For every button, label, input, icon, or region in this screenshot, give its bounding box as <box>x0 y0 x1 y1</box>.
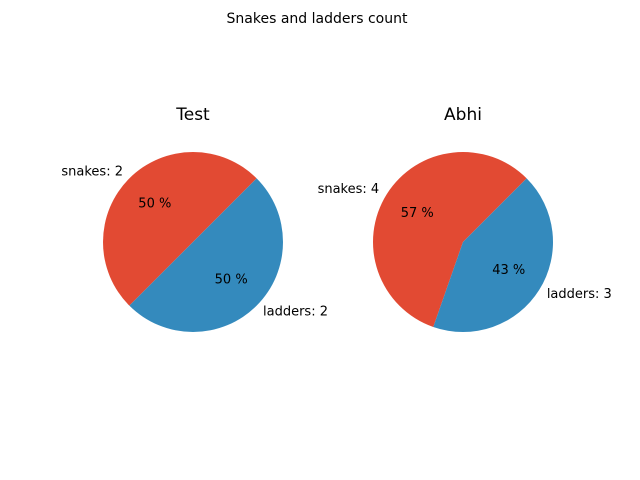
slice-label-ladders: ladders: 2 <box>263 305 328 320</box>
figure-suptitle: Snakes and ladders count <box>227 11 408 27</box>
slice-percent-ladders: 50 % <box>215 273 248 288</box>
slice-percent-ladders: 43 % <box>492 263 525 278</box>
slice-percent-snakes: 50 % <box>138 196 171 211</box>
pie-slice-ladders <box>129 178 283 333</box>
pie-chart-abhi: Abhi snakes: 4 57 % ladders: 3 43 % <box>318 105 612 332</box>
pie-title: Abhi <box>444 105 482 125</box>
pie-slice-ladders <box>433 178 553 332</box>
pie-chart-test: Test snakes: 2 50 % ladders: 2 50 % <box>61 105 328 333</box>
pie-slice-snakes <box>102 151 257 306</box>
slice-label-ladders: ladders: 3 <box>547 287 612 302</box>
slice-label-snakes: snakes: 4 <box>318 182 380 197</box>
slice-label-snakes: snakes: 2 <box>61 164 123 179</box>
pie-title: Test <box>175 105 210 125</box>
slice-percent-snakes: 57 % <box>401 206 434 221</box>
pie-slice-snakes <box>372 152 527 327</box>
